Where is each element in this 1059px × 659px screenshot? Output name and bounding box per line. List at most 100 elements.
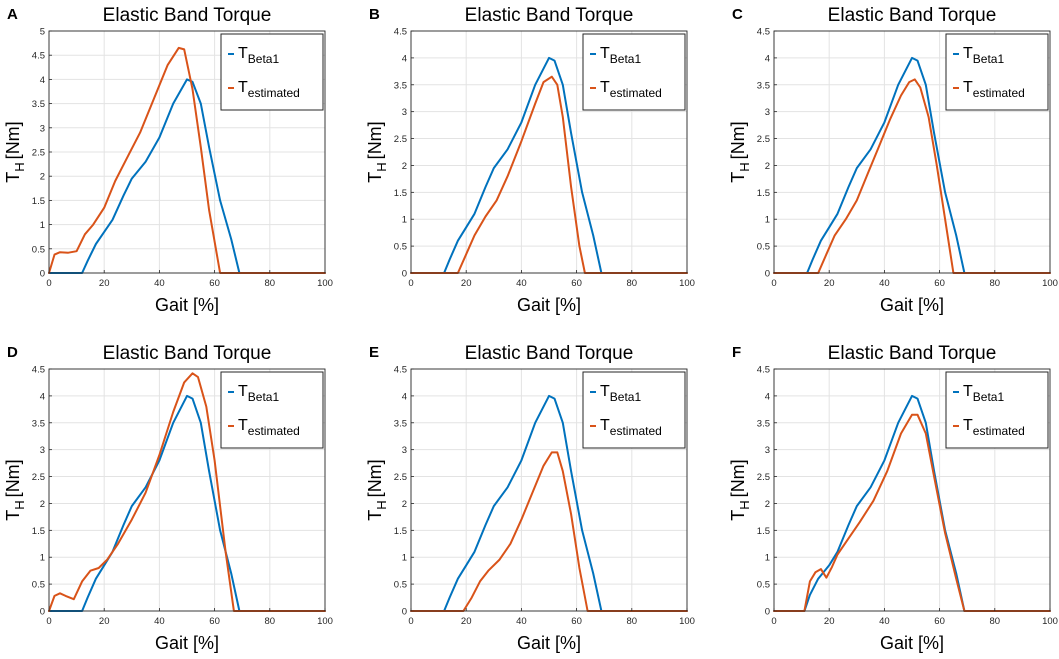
x-tick-label: 100 [1042, 278, 1058, 289]
y-tick-label: 4 [40, 391, 45, 402]
x-tick-label: 100 [679, 616, 695, 627]
x-tick-label: 40 [879, 616, 890, 627]
y-tick-label: 1 [402, 215, 407, 226]
y-tick-label: 2.5 [757, 472, 770, 483]
y-tick-label: 1.5 [394, 526, 407, 537]
series-line-estimated [410, 75, 688, 274]
panel-letter: E [369, 344, 379, 361]
x-tick-label: 80 [265, 616, 276, 627]
chart-title: Elastic Band Torque [103, 343, 272, 364]
legend-box [220, 371, 324, 449]
y-tick-label: 0 [765, 607, 770, 618]
y-tick-label: 0.5 [32, 244, 45, 255]
y-tick-label: 0 [765, 269, 770, 280]
x-tick-label: 80 [990, 616, 1001, 627]
y-tick-label: 2 [765, 161, 770, 172]
chart-panel-b: 0 20 40 60 80 100 0 0.5 1 1.5 2 2.5 3 3.5 4 4.5 B Elastic… [365, 5, 695, 315]
axes-box [410, 368, 688, 612]
y-tick-label: 2 [40, 172, 45, 183]
legend-entry-beta1: TBeta1 [963, 45, 1004, 66]
series-line-estimated [773, 78, 1051, 274]
x-tick-label: 40 [516, 278, 527, 289]
x-axis-label: Gait [%] [155, 633, 219, 653]
x-tick-label: 20 [99, 278, 110, 289]
legend: TBeta1 Testimated [945, 33, 1049, 111]
x-tick-label: 100 [679, 278, 695, 289]
y-tick-label: 2.5 [32, 472, 45, 483]
y-tick-label: 0.5 [757, 580, 770, 591]
x-tick-label: 0 [408, 616, 413, 627]
x-tick-label: 0 [771, 278, 776, 289]
x-tick-label: 0 [46, 616, 51, 627]
series-line-beta1 [48, 394, 326, 612]
x-tick-label: 100 [1042, 616, 1058, 627]
series-line-estimated [48, 372, 326, 612]
legend-box [945, 371, 1049, 449]
series-line-estimated [410, 451, 688, 612]
y-tick-label: 3.5 [757, 80, 770, 91]
y-tick-label: 1 [40, 553, 45, 564]
y-axis-label: TH [Nm] [365, 459, 389, 520]
y-tick-label: 1 [40, 220, 45, 231]
y-tick-label: 1.5 [757, 526, 770, 537]
y-tick-label: 4 [402, 391, 407, 402]
legend-entry-beta1: TBeta1 [600, 383, 641, 404]
y-tick-label: 4 [40, 75, 45, 86]
axes-box [410, 30, 688, 274]
y-tick-label: 3.5 [394, 418, 407, 429]
y-tick-label: 2.5 [757, 134, 770, 145]
series-line-estimated [773, 413, 1051, 612]
y-tick-label: 4.5 [757, 365, 770, 376]
x-tick-label: 20 [824, 278, 835, 289]
y-tick-label: 1.5 [32, 196, 45, 207]
axes-box [773, 30, 1051, 274]
y-tick-label: 5 [40, 27, 45, 38]
legend-entry-estimated: Testimated [963, 417, 1025, 438]
y-tick-label: 3 [765, 445, 770, 456]
axes-box [773, 368, 1051, 612]
chart-title: Elastic Band Torque [828, 5, 997, 26]
y-tick-label: 3 [40, 445, 45, 456]
y-tick-label: 4 [765, 391, 770, 402]
x-tick-label: 80 [627, 616, 638, 627]
y-tick-label: 3 [402, 107, 407, 118]
y-tick-label: 2 [40, 499, 45, 510]
y-tick-label: 2.5 [32, 148, 45, 159]
y-tick-label: 0 [40, 607, 45, 618]
legend-entry-estimated: Testimated [963, 79, 1025, 100]
chart-panel-f: 0 20 40 60 80 100 0 0.5 1 1.5 2 2.5 3 3.5 4 4.5 F Elastic… [728, 343, 1058, 653]
y-tick-label: 2 [402, 161, 407, 172]
chart-title: Elastic Band Torque [465, 343, 634, 364]
series-line-beta1 [773, 56, 1051, 274]
legend: TBeta1 Testimated [220, 33, 324, 111]
y-tick-label: 0.5 [394, 580, 407, 591]
x-tick-label: 40 [154, 278, 165, 289]
y-tick-label: 4.5 [394, 27, 407, 38]
y-tick-label: 0 [40, 269, 45, 280]
x-axis-label: Gait [%] [517, 295, 581, 315]
y-label-unit: [Nm] [3, 459, 23, 497]
series-line-beta1 [410, 56, 688, 274]
y-tick-label: 2.5 [394, 472, 407, 483]
y-label-unit: [Nm] [365, 459, 385, 497]
y-tick-label: 1.5 [32, 526, 45, 537]
legend-entry-beta1: TBeta1 [963, 383, 1004, 404]
legend: TBeta1 Testimated [582, 33, 686, 111]
legend-entry-estimated: Testimated [600, 79, 662, 100]
y-label-main: T [365, 510, 385, 521]
y-tick-label: 3.5 [394, 80, 407, 91]
x-axis-label: Gait [%] [517, 633, 581, 653]
y-label-sub: H [737, 162, 752, 171]
chart-panel-c: 0 20 40 60 80 100 0 0.5 1 1.5 2 2.5 3 3.5 4 4.5 C Elastic… [728, 5, 1058, 315]
x-tick-label: 60 [571, 616, 582, 627]
legend-entry-beta1: TBeta1 [600, 45, 641, 66]
y-label-unit: [Nm] [728, 459, 748, 497]
y-tick-label: 3.5 [32, 99, 45, 110]
y-axis-label: TH [Nm] [3, 121, 27, 182]
y-label-main: T [728, 510, 748, 521]
y-tick-label: 4 [402, 53, 407, 64]
x-tick-label: 0 [46, 278, 51, 289]
x-tick-label: 100 [317, 278, 333, 289]
x-tick-label: 20 [461, 278, 472, 289]
